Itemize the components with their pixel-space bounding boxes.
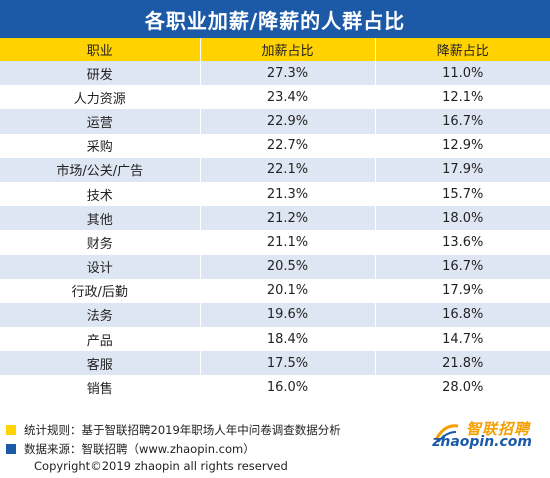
cell-occupation: 人力资源 — [0, 85, 201, 110]
table-row: 法务 19.6% 16.8% — [0, 302, 550, 328]
note-stat-rule: 统计规则：基于智联招聘2019年职场人年中问卷调查数据分析 — [6, 422, 341, 438]
table-row: 人力资源 23.4% 12.1% — [0, 85, 550, 110]
yellow-square-bullet — [6, 425, 16, 435]
cell-cut-share: 12.9% — [375, 133, 550, 158]
table-row: 研发 27.3% 11.0% — [0, 61, 550, 86]
cell-cut-share: 11.0% — [375, 61, 550, 86]
cell-raise-share: 23.4% — [200, 85, 376, 110]
header-occupation: 职业 — [0, 38, 201, 61]
cell-raise-share: 22.9% — [200, 109, 376, 134]
zhaopin-logo: 智联招聘 zhaopin.com — [432, 418, 532, 454]
table-row: 运营 22.9% 16.7% — [0, 109, 550, 134]
cell-occupation: 市场/公关/广告 — [0, 157, 201, 182]
cell-occupation: 采购 — [0, 133, 201, 158]
header-raise-share: 加薪占比 — [200, 38, 376, 61]
note-stat-rule-text: 统计规则：基于智联招聘2019年职场人年中问卷调查数据分析 — [24, 423, 341, 437]
header-cut-share: 降薪占比 — [375, 38, 550, 61]
cell-occupation: 销售 — [0, 375, 201, 400]
cell-cut-share: 15.7% — [375, 181, 550, 207]
cell-occupation: 其他 — [0, 206, 201, 231]
copyright: Copyright©2019 zhaopin all rights reserv… — [34, 459, 288, 473]
cell-raise-share: 17.5% — [200, 351, 376, 376]
cell-raise-share: 27.3% — [200, 61, 376, 86]
cell-occupation: 运营 — [0, 109, 201, 134]
cell-raise-share: 19.6% — [200, 302, 376, 328]
cell-cut-share: 18.0% — [375, 206, 550, 231]
cell-raise-share: 21.3% — [200, 181, 376, 207]
table-row: 采购 22.7% 12.9% — [0, 133, 550, 158]
table-row: 设计 20.5% 16.7% — [0, 254, 550, 279]
table-row: 行政/后勤 20.1% 17.9% — [0, 278, 550, 303]
cell-cut-share: 21.8% — [375, 351, 550, 376]
cell-cut-share: 17.9% — [375, 278, 550, 303]
logo-cn-text: 智联招聘 — [465, 420, 530, 438]
title-bar: 各职业加薪/降薪的人群占比 — [0, 0, 550, 38]
cell-raise-share: 22.1% — [200, 157, 376, 182]
cell-cut-share: 13.6% — [375, 230, 550, 255]
cell-raise-share: 20.1% — [200, 278, 376, 303]
note-data-source: 数据来源：智联招聘（www.zhaopin.com） — [6, 441, 255, 457]
cell-cut-share: 14.7% — [375, 327, 550, 352]
note-data-source-text: 数据来源：智联招聘（www.zhaopin.com） — [24, 442, 255, 456]
cell-cut-share: 17.9% — [375, 157, 550, 182]
table-row: 技术 21.3% 15.7% — [0, 181, 550, 207]
cell-occupation: 客服 — [0, 351, 201, 376]
cell-cut-share: 16.7% — [375, 109, 550, 134]
cell-raise-share: 18.4% — [200, 327, 376, 352]
table-row: 产品 18.4% 14.7% — [0, 327, 550, 352]
blue-square-bullet — [6, 444, 16, 454]
cell-occupation: 产品 — [0, 327, 201, 352]
cell-occupation: 研发 — [0, 61, 201, 86]
cell-raise-share: 21.1% — [200, 230, 376, 255]
table-row: 市场/公关/广告 22.1% 17.9% — [0, 157, 550, 182]
table-row: 客服 17.5% 21.8% — [0, 351, 550, 376]
logo-en-text: zhaopin.com — [432, 434, 532, 450]
cell-raise-share: 22.7% — [200, 133, 376, 158]
cell-occupation: 技术 — [0, 181, 201, 207]
footer: 统计规则：基于智联招聘2019年职场人年中问卷调查数据分析 数据来源：智联招聘（… — [0, 414, 550, 478]
cell-raise-share: 21.2% — [200, 206, 376, 231]
logo-swoosh-icon — [434, 424, 459, 443]
cell-cut-share: 16.7% — [375, 254, 550, 279]
cell-occupation: 行政/后勤 — [0, 278, 201, 303]
table-header-row: 职业 加薪占比 降薪占比 — [0, 38, 550, 61]
cell-raise-share: 16.0% — [200, 375, 376, 400]
cell-raise-share: 20.5% — [200, 254, 376, 279]
cell-cut-share: 12.1% — [375, 85, 550, 110]
table-row: 销售 16.0% 28.0% — [0, 375, 550, 400]
cell-occupation: 财务 — [0, 230, 201, 255]
cell-cut-share: 16.8% — [375, 302, 550, 328]
page-title: 各职业加薪/降薪的人群占比 — [144, 8, 406, 33]
salary-change-table: 职业 加薪占比 降薪占比 研发 27.3% 11.0% 人力资源 23.4% 12.1% 运… — [0, 38, 550, 400]
table-row: 其他 21.2% 18.0% — [0, 206, 550, 231]
table-row: 财务 21.1% 13.6% — [0, 230, 550, 255]
cell-cut-share: 28.0% — [375, 375, 550, 400]
cell-occupation: 设计 — [0, 254, 201, 279]
cell-occupation: 法务 — [0, 302, 201, 328]
